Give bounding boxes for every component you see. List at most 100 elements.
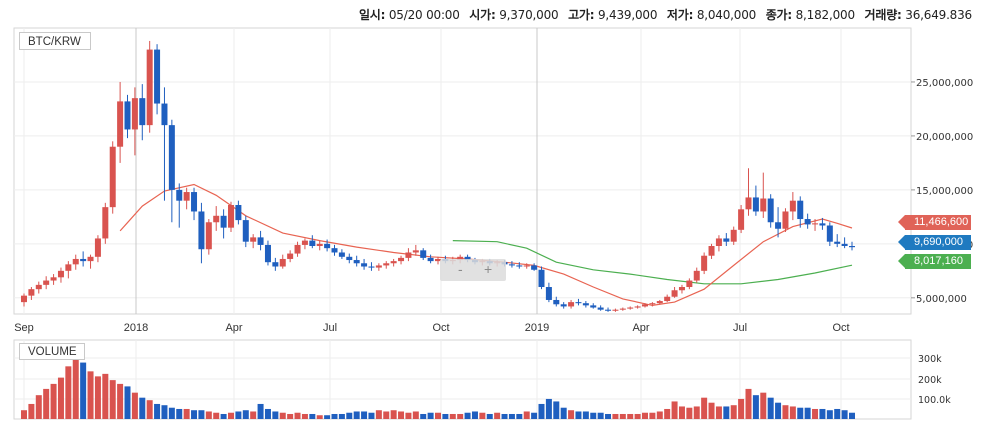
candle-body <box>605 309 612 311</box>
candle-body <box>420 250 427 258</box>
volume-bar <box>131 392 138 419</box>
candle-body <box>398 257 405 262</box>
volume-bar <box>390 410 397 419</box>
volume-bar <box>715 406 722 419</box>
candle-body <box>730 229 737 242</box>
volume-bar <box>826 410 833 419</box>
volume-label: 거래량: <box>864 8 902 22</box>
candle-body <box>183 192 190 201</box>
candle-body <box>812 223 819 225</box>
candle-body <box>634 306 641 308</box>
candle-body <box>686 280 693 288</box>
volume-bar <box>627 413 634 419</box>
volume-bar <box>590 412 597 419</box>
price-tick-label: 15,000,000 <box>916 186 973 197</box>
candle-body <box>375 265 382 268</box>
volume-bar <box>560 407 567 419</box>
volume-bar <box>789 406 796 419</box>
candle-body <box>109 146 116 208</box>
volume-bar <box>309 413 316 419</box>
candle-body <box>21 295 27 303</box>
volume-bar <box>301 413 308 419</box>
volume-bar <box>686 407 693 419</box>
time-tick-label: 2019 <box>525 322 549 334</box>
low-label: 저가: <box>666 8 694 22</box>
candle-body <box>723 238 730 242</box>
candle-body <box>671 290 678 297</box>
ma-short-badge: 11,466,600 <box>898 215 971 230</box>
volume-bar <box>671 401 678 419</box>
volume-bar <box>656 411 663 419</box>
volume-bar <box>819 408 826 419</box>
volume-tick-label: 300k <box>918 354 942 365</box>
candle-body <box>427 257 434 262</box>
candle-body <box>250 237 257 242</box>
candle-body <box>701 255 708 271</box>
candle-body <box>309 240 316 247</box>
candle-body <box>538 269 545 288</box>
candle-body <box>65 264 72 271</box>
close-label: 종가: <box>765 8 792 22</box>
candle-body <box>264 244 271 263</box>
candle-body <box>80 258 87 262</box>
candle-body <box>834 241 841 244</box>
price-pane-frame <box>13 27 912 315</box>
candle-body <box>664 296 671 302</box>
volume-bar <box>767 397 774 419</box>
price-tick-label: 5,000,000 <box>916 294 967 305</box>
zoom-in-button[interactable]: + <box>484 261 493 277</box>
candle-body <box>176 189 183 201</box>
volume-bar <box>35 395 42 419</box>
candle-body <box>789 200 796 212</box>
candle-body <box>228 204 234 228</box>
volume-bar <box>250 411 257 419</box>
candle-body <box>294 244 301 254</box>
candle-body <box>272 262 279 267</box>
volume-bar <box>782 405 789 419</box>
volume-bar <box>501 413 508 419</box>
volume-bar <box>442 413 449 419</box>
time-tick-label: Jul <box>733 322 747 334</box>
volume-bar <box>812 408 819 419</box>
volume-bar <box>72 355 79 419</box>
candle-body <box>287 253 294 259</box>
zoom-out-button[interactable]: - <box>458 261 463 277</box>
volume-bar <box>264 408 271 419</box>
candle-body <box>531 265 538 270</box>
volume-bar <box>664 408 671 419</box>
candle-body <box>72 258 79 265</box>
volume-bar <box>338 413 345 419</box>
candle-body <box>168 125 175 190</box>
volume-bar <box>405 412 412 419</box>
ohlc-header: 일시: 05/20 00:00 시가: 9,370,000 고가: 9,439,… <box>359 6 978 23</box>
volume-bar <box>582 411 589 419</box>
candle-body <box>405 252 412 258</box>
ma-long-line <box>452 240 853 285</box>
candle-body <box>191 192 198 212</box>
candle-body <box>656 301 663 304</box>
price-tick-label: 20,000,000 <box>916 132 973 143</box>
volume-tick-label: 100.0k <box>918 395 951 406</box>
candle-body <box>368 266 375 268</box>
candle-body <box>819 223 826 226</box>
volume-bar <box>642 412 648 419</box>
candle-body <box>412 250 419 253</box>
volume-bar <box>80 362 87 419</box>
candle-body <box>738 209 745 230</box>
candle-body <box>678 287 685 291</box>
volume-bar <box>331 413 338 419</box>
candle-body <box>383 263 390 266</box>
volume-bar <box>398 411 405 419</box>
candle-body <box>545 287 552 300</box>
time-tick-label: 2018 <box>124 322 148 334</box>
candle-body <box>797 200 804 220</box>
volume-bar <box>87 371 94 419</box>
volume-bar <box>804 407 811 419</box>
volume-bar <box>834 408 841 419</box>
zoom-navigator[interactable]: - + <box>440 259 506 281</box>
candle-body <box>841 243 848 247</box>
candle-body <box>752 197 759 212</box>
volume-bar <box>139 397 146 419</box>
volume-bar <box>612 413 619 419</box>
